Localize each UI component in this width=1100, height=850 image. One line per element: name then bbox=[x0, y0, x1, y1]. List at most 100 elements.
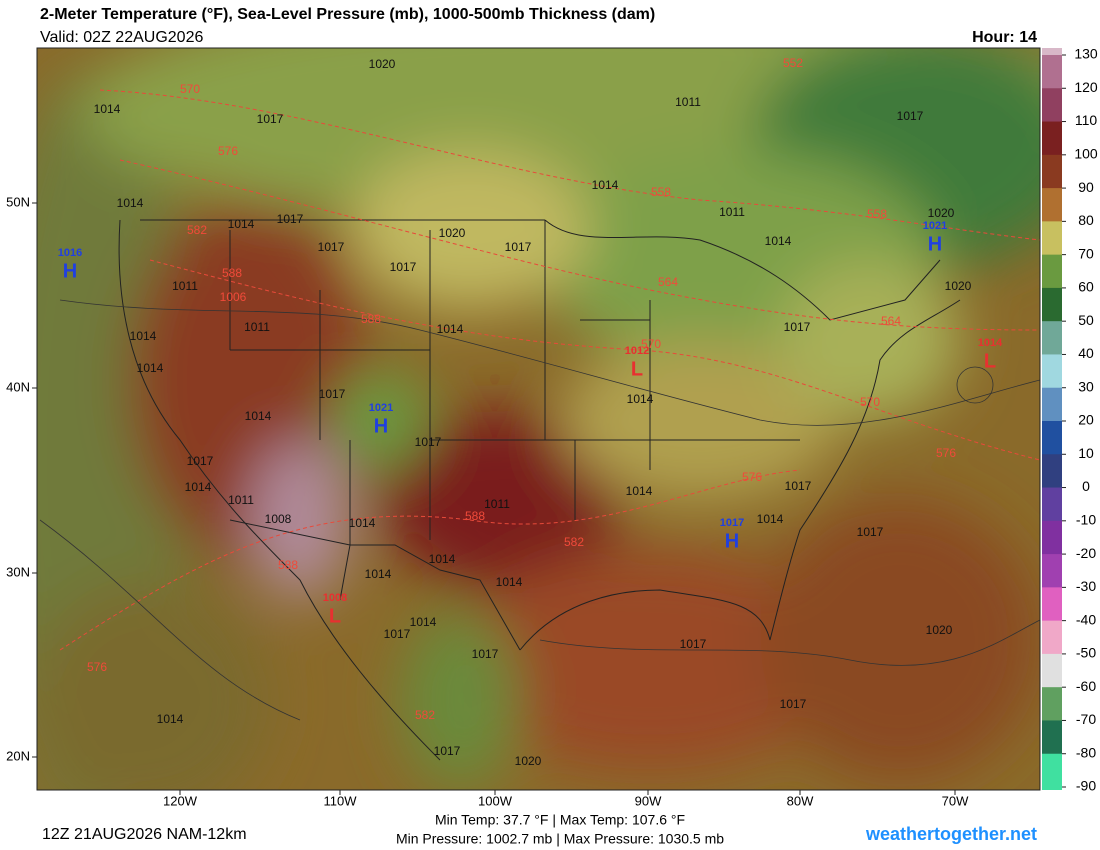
colorbar-band bbox=[1042, 354, 1062, 389]
pressure-center-value: 1008 bbox=[323, 592, 347, 604]
isobar-label: 1017 bbox=[187, 454, 214, 468]
colorbar-band bbox=[1042, 520, 1062, 555]
isobar-label: 1020 bbox=[926, 623, 953, 637]
colorbar-band bbox=[1042, 121, 1062, 156]
isobar-label: 1014 bbox=[130, 329, 157, 343]
latitude-label: 50N bbox=[6, 194, 30, 209]
isobars bbox=[39, 299, 1040, 721]
thickness-label: 570 bbox=[641, 337, 661, 351]
colorbar-band bbox=[1042, 554, 1062, 588]
colorbar-tick-label: 40 bbox=[1078, 345, 1094, 361]
colorbar-band bbox=[1042, 620, 1062, 655]
us-canada-border bbox=[140, 219, 941, 321]
colorbar-tick-label: 20 bbox=[1078, 412, 1094, 428]
forecast-hour: Hour: 14 bbox=[972, 29, 1037, 46]
colorbar-tick-label: -20 bbox=[1076, 545, 1096, 561]
colorbar-tick-label: -60 bbox=[1076, 678, 1096, 694]
isobar-label: 1014 bbox=[496, 575, 523, 589]
map-frame bbox=[36, 47, 1041, 791]
latitude-label: 30N bbox=[6, 564, 30, 579]
colorbar-tick-label: 100 bbox=[1074, 146, 1098, 162]
pressure-center-letter: L bbox=[329, 605, 341, 627]
isobar-label: 1014 bbox=[437, 322, 464, 336]
thickness-label: 564 bbox=[658, 275, 678, 289]
colorbar-band bbox=[1042, 454, 1062, 489]
borders bbox=[118, 219, 961, 761]
isobar-label: 1020 bbox=[945, 279, 972, 293]
temperature-field bbox=[37, 48, 1040, 790]
colorbar-tick-label: 60 bbox=[1078, 279, 1094, 295]
colorbar-band bbox=[1042, 653, 1062, 688]
isobar-label: 1014 bbox=[185, 480, 212, 494]
colorbar-band bbox=[1042, 221, 1062, 256]
pressure-center-value: 1021 bbox=[923, 220, 947, 232]
pressure-center-letter: H bbox=[374, 415, 388, 437]
isobar-label: 1008 bbox=[265, 512, 292, 526]
colorbar-band bbox=[1042, 321, 1062, 355]
pressure-center-value: 1016 bbox=[58, 247, 82, 259]
pressure-center-letter: L bbox=[631, 358, 643, 380]
isobar-label: 1011 bbox=[675, 95, 701, 109]
isobar-label: 1011 bbox=[172, 279, 198, 293]
map-labels: 1016H1021H1021H1017H1012L1014L1008L10141… bbox=[58, 56, 1003, 768]
isobar-label: 1014 bbox=[349, 516, 376, 530]
colorbar-tick-label: -10 bbox=[1076, 512, 1096, 528]
isobar-label: 1011 bbox=[719, 205, 745, 219]
colorbar-band bbox=[1042, 421, 1062, 455]
thickness-label: 558 bbox=[867, 207, 887, 221]
colorbar-band bbox=[1042, 88, 1062, 123]
colorbar-band bbox=[1042, 188, 1062, 222]
isobar-label: 1014 bbox=[94, 102, 121, 116]
colorbar-tick-label: -70 bbox=[1076, 711, 1096, 727]
longitude-label: 120W bbox=[163, 793, 198, 808]
colorbar-tick-label: 10 bbox=[1078, 445, 1094, 461]
colorbar-tick-label: 70 bbox=[1078, 245, 1094, 261]
thickness-label: 588 bbox=[222, 266, 242, 280]
colorbar-tick-label: 50 bbox=[1078, 312, 1094, 328]
thickness-label: 552 bbox=[783, 56, 803, 70]
isobar-label: 1017 bbox=[415, 435, 442, 449]
isobar-label: 1014 bbox=[429, 552, 456, 566]
isobar-label: 1014 bbox=[365, 567, 392, 581]
pressure-center-letter: H bbox=[725, 530, 739, 552]
colorbar-tick-label: -40 bbox=[1076, 611, 1096, 627]
colorbar-band bbox=[1042, 154, 1062, 189]
colorbar-tick-label: -30 bbox=[1076, 578, 1096, 594]
colorbar-band bbox=[1042, 287, 1062, 322]
site-credit[interactable]: weathertogether.net bbox=[865, 824, 1037, 844]
isobar-label: 1020 bbox=[515, 754, 542, 768]
pressure-center-letter: H bbox=[63, 260, 77, 282]
thickness-label: 576 bbox=[87, 660, 107, 674]
west-coast bbox=[118, 219, 441, 761]
isobar-label: 1011 bbox=[244, 320, 270, 334]
thickness-label: 588 bbox=[278, 558, 298, 572]
isobar-label: 1017 bbox=[505, 240, 532, 254]
colorbar-tick-label: 0 bbox=[1082, 478, 1090, 494]
isobar-label: 1017 bbox=[680, 637, 707, 651]
title: 2-Meter Temperature (°F), Sea-Level Pres… bbox=[40, 6, 655, 23]
isobar-label: 1017 bbox=[277, 212, 304, 226]
isobar-label: 1020 bbox=[369, 57, 396, 71]
isobar-label: 1014 bbox=[245, 409, 272, 423]
thickness-label: 588 bbox=[361, 312, 381, 326]
pressure-center-value: 1021 bbox=[369, 402, 393, 414]
colorbar-band bbox=[1042, 254, 1062, 289]
colorbar-band bbox=[1042, 487, 1062, 522]
isobar-label: 1014 bbox=[626, 484, 653, 498]
isobar-label: 1017 bbox=[785, 479, 812, 493]
pressure-center-value: 1014 bbox=[978, 337, 1003, 349]
latitude-label: 20N bbox=[6, 748, 30, 763]
colorbar-tick-label: 130 bbox=[1074, 46, 1098, 62]
colorbar-tick-label: 110 bbox=[1075, 112, 1098, 128]
isobar-label: 1014 bbox=[627, 392, 654, 406]
isobar-label: 1011 bbox=[228, 493, 254, 507]
isobar-label: 1014 bbox=[157, 712, 184, 726]
isobar-label: 1011 bbox=[484, 497, 510, 511]
isobar-label: 1017 bbox=[780, 697, 807, 711]
colorbar: 1301201101009080706050403020100-10-20-30… bbox=[1042, 46, 1098, 794]
isobar-label: 1014 bbox=[117, 196, 144, 210]
gulf-east-coast bbox=[519, 299, 961, 651]
colorbar-tick-label: -90 bbox=[1076, 778, 1096, 794]
colorbar-cap bbox=[1042, 787, 1062, 790]
colorbar-tick-label: 30 bbox=[1078, 378, 1094, 394]
